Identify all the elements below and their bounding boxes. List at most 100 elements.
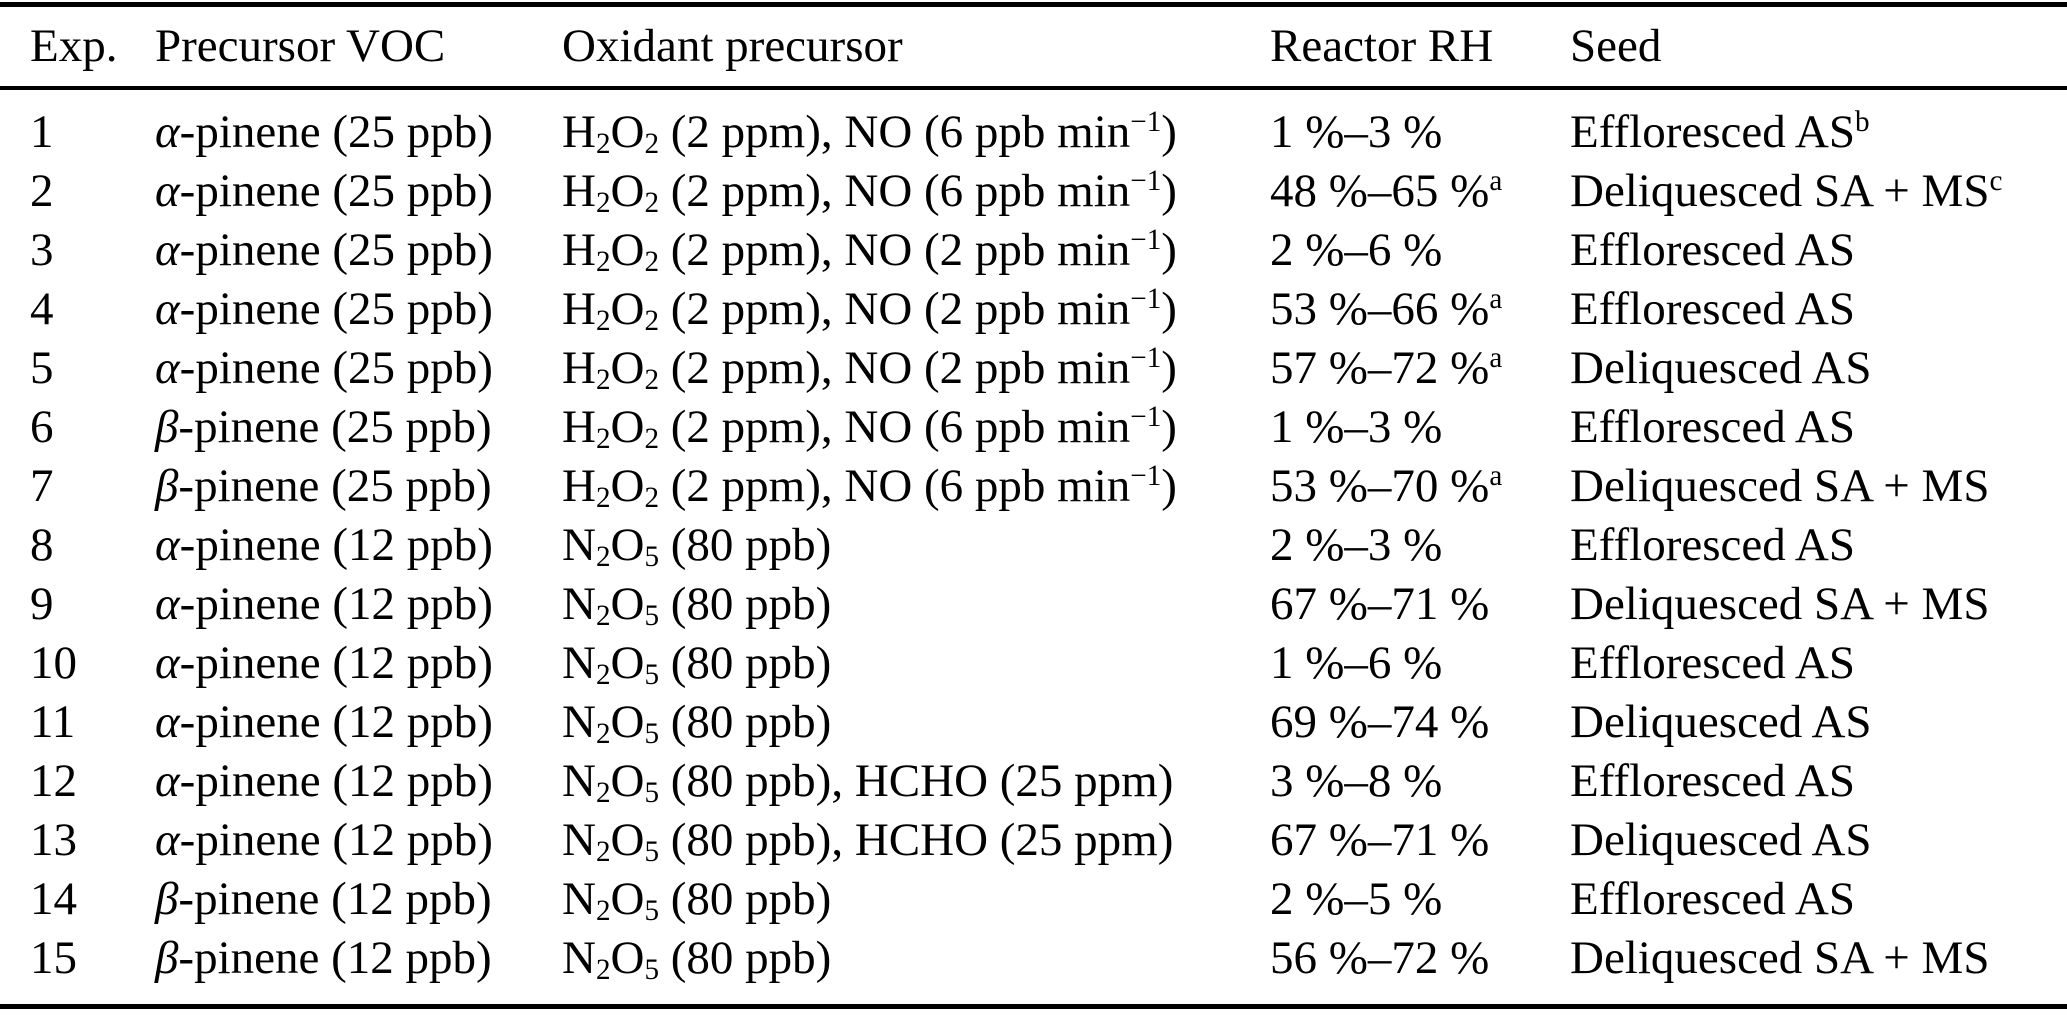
cell-precursor-voc: β-pinene (12 ppb) [155,929,562,1007]
table-header: Exp. Precursor VOC Oxidant precursor Rea… [0,4,2067,90]
column-header-exp: Exp. [0,4,155,90]
cell-exp: 1 [30,106,54,158]
cell-seed: Deliquesced SA + MS [1570,457,2067,516]
sup-run: −1 [1130,459,1162,492]
text-run: (80 ppb) [659,873,832,925]
text-run: -pinene (12 ppb) [179,578,493,630]
sub-run: 2 [644,482,660,515]
text-run: 56 %–72 % [1270,932,1490,984]
sub-run: 2 [595,836,611,869]
text-run: -pinene (25 ppb) [178,401,492,453]
sub-run: 5 [644,954,660,987]
cell-precursor-voc: α-pinene (12 ppb) [155,634,562,693]
text-run: -pinene (12 ppb) [178,932,492,984]
text-run: O [610,342,645,394]
cell-seed: Effloresced AS [1570,516,2067,575]
text-run: ) [1161,460,1177,512]
cell-precursor-voc: α-pinene (12 ppb) [155,575,562,634]
text-run: -pinene (12 ppb) [179,755,493,807]
table-row: 7 β-pinene (25 ppb) H2O2 (2 ppm), NO (6 pp… [0,457,2067,516]
text-run: N [562,696,596,748]
sub-run: 2 [595,364,611,397]
cell-reactor-rh: 48 %–65 %a [1270,162,1570,221]
cell-exp: 4 [30,283,54,335]
text-run: ) [1161,224,1177,276]
text-run: 48 %–65 % [1270,165,1490,217]
sub-run: 2 [595,659,611,692]
text-run: 3 %–8 % [1270,755,1443,807]
cell-reactor-rh: 53 %–66 %a [1270,280,1570,339]
text-run: O [610,637,645,689]
cell-oxidant-precursor: N2O5 (80 ppb), HCHO (25 ppm) [562,752,1270,811]
sub-run: 2 [595,128,611,161]
cell-oxidant-precursor: N2O5 (80 ppb) [562,870,1270,929]
greek-letter: α [155,519,180,571]
text-run: -pinene (25 ppb) [179,342,493,394]
text-run: -pinene (25 ppb) [179,283,493,335]
text-run: -pinene (25 ppb) [179,165,493,217]
table-row: 3 α-pinene (25 ppb) H2O2 (2 ppm), NO (2 pp… [0,221,2067,280]
table-row: 14 β-pinene (12 ppb) N2O5 (80 ppb) 2 %–5 % E… [0,870,2067,929]
text-run: (2 ppm), NO (6 ppb min [659,460,1131,512]
text-run: O [610,696,645,748]
cell-oxidant-precursor: H2O2 (2 ppm), NO (6 ppb min−1) [562,457,1270,516]
text-run: O [610,283,645,335]
sub-run: 2 [595,482,611,515]
text-run: (80 ppb) [659,696,832,748]
text-run: ) [1161,401,1177,453]
sub-run: 2 [595,187,611,220]
sub-run: 2 [644,423,660,456]
cell-seed: Deliquesced AS [1570,693,2067,752]
table-row: 1 α-pinene (25 ppb) H2O2 (2 ppm), NO (6 pp… [0,88,2067,162]
text-run: -pinene (12 ppb) [178,873,492,925]
greek-letter: α [155,637,180,689]
cell-reactor-rh: 1 %–3 % [1270,398,1570,457]
text-run: Deliquesced AS [1570,342,1872,394]
sub-run: 2 [595,718,611,751]
cell-precursor-voc: α-pinene (25 ppb) [155,88,562,162]
cell-seed: Effloresced AS [1570,280,2067,339]
text-run: (80 ppb), HCHO (25 ppm) [659,814,1174,866]
cell-seed: Deliquesced AS [1570,811,2067,870]
sup-run: a [1489,164,1503,197]
cell-oxidant-precursor: N2O5 (80 ppb) [562,516,1270,575]
cell-reactor-rh: 67 %–71 % [1270,811,1570,870]
cell-exp: 2 [30,165,54,217]
text-run: -pinene (25 ppb) [179,106,493,158]
table-row: 8 α-pinene (12 ppb) N2O5 (80 ppb) 2 %–3 % Ef… [0,516,2067,575]
cell-oxidant-precursor: N2O5 (80 ppb) [562,575,1270,634]
sub-run: 2 [595,423,611,456]
column-header-reactor-rh: Reactor RH [1270,4,1570,90]
text-run: -pinene (12 ppb) [179,637,493,689]
sub-run: 5 [644,718,660,751]
greek-letter: α [155,578,180,630]
cell-seed: Effloresced AS [1570,398,2067,457]
text-run: 67 %–71 % [1270,814,1490,866]
text-run: (80 ppb) [659,932,832,984]
cell-precursor-voc: α-pinene (25 ppb) [155,280,562,339]
sub-run: 2 [644,305,660,338]
cell-precursor-voc: α-pinene (25 ppb) [155,339,562,398]
cell-reactor-rh: 69 %–74 % [1270,693,1570,752]
greek-letter: α [155,224,180,276]
text-run: O [610,873,645,925]
text-run: O [610,460,645,512]
column-header-seed: Seed [1570,4,2067,90]
text-run: H [562,224,596,276]
sub-run: 2 [595,777,611,810]
greek-letter: β [155,401,179,453]
text-run: -pinene (25 ppb) [178,460,492,512]
cell-precursor-voc: α-pinene (12 ppb) [155,693,562,752]
cell-exp: 13 [30,814,77,866]
table-row: 5 α-pinene (25 ppb) H2O2 (2 ppm), NO (2 pp… [0,339,2067,398]
cell-oxidant-precursor: N2O5 (80 ppb) [562,929,1270,1007]
text-run: (2 ppm), NO (2 ppb min [659,342,1131,394]
cell-oxidant-precursor: H2O2 (2 ppm), NO (2 ppb min−1) [562,221,1270,280]
text-run: Deliquesced SA + MS [1570,932,1990,984]
greek-letter: β [155,873,179,925]
cell-oxidant-precursor: N2O5 (80 ppb), HCHO (25 ppm) [562,811,1270,870]
text-run: ) [1161,106,1177,158]
text-run: N [562,755,596,807]
cell-reactor-rh: 53 %–70 %a [1270,457,1570,516]
